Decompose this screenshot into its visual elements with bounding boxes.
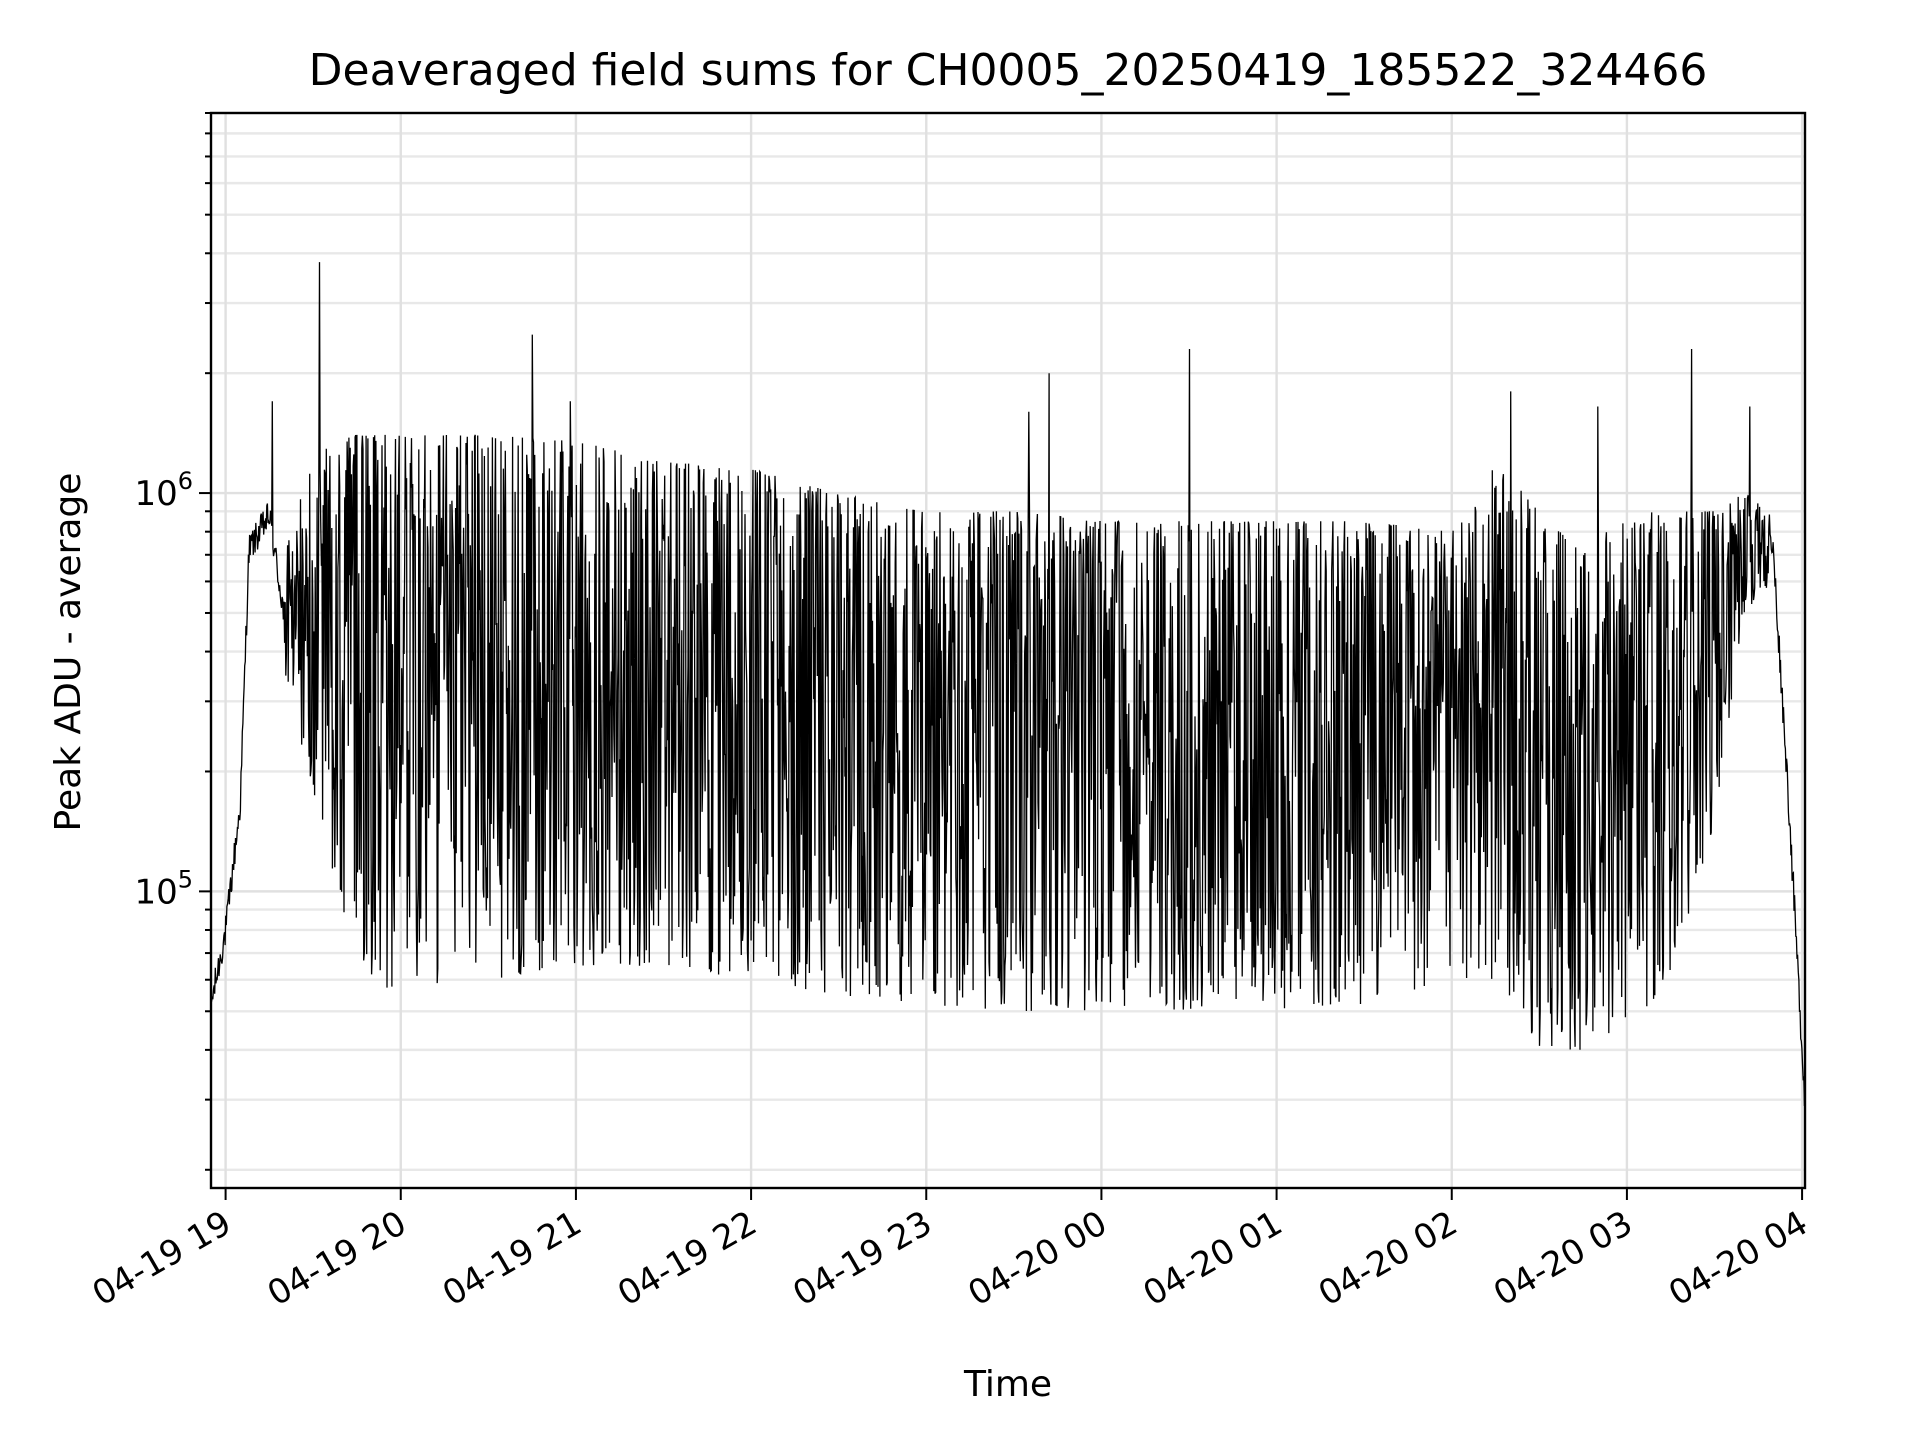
x-tick-label: 04-20 02 (1312, 1203, 1464, 1314)
x-tick-label: 04-19 20 (261, 1203, 413, 1314)
y-axis-ticks: 105 106 (134, 112, 211, 1171)
x-axis-label: Time (963, 1364, 1052, 1405)
y-tick-label: 105 (134, 865, 193, 912)
x-tick-label: 04-20 04 (1662, 1203, 1814, 1314)
series-line (210, 262, 1806, 1107)
x-tick-label: 04-20 03 (1487, 1203, 1639, 1314)
plot-frame (209, 111, 1807, 1190)
x-tick-label: 04-20 01 (1137, 1203, 1289, 1314)
x-tick-label: 04-19 23 (786, 1203, 938, 1314)
y-axis-label: Peak ADU - average (48, 473, 89, 832)
chart-title: Deaveraged field sums for CH0005_2025041… (309, 45, 1708, 96)
x-tick-label: 04-19 19 (86, 1203, 238, 1314)
x-tick-label: 04-19 22 (611, 1203, 763, 1314)
x-tick-label: 04-19 21 (436, 1203, 588, 1314)
y-tick-label: 106 (134, 467, 193, 514)
x-tick-label: 04-20 00 (962, 1203, 1114, 1314)
x-axis-ticks: 04-19 19 04-19 20 04-19 21 04-19 22 04-19 23… (86, 1188, 1815, 1314)
